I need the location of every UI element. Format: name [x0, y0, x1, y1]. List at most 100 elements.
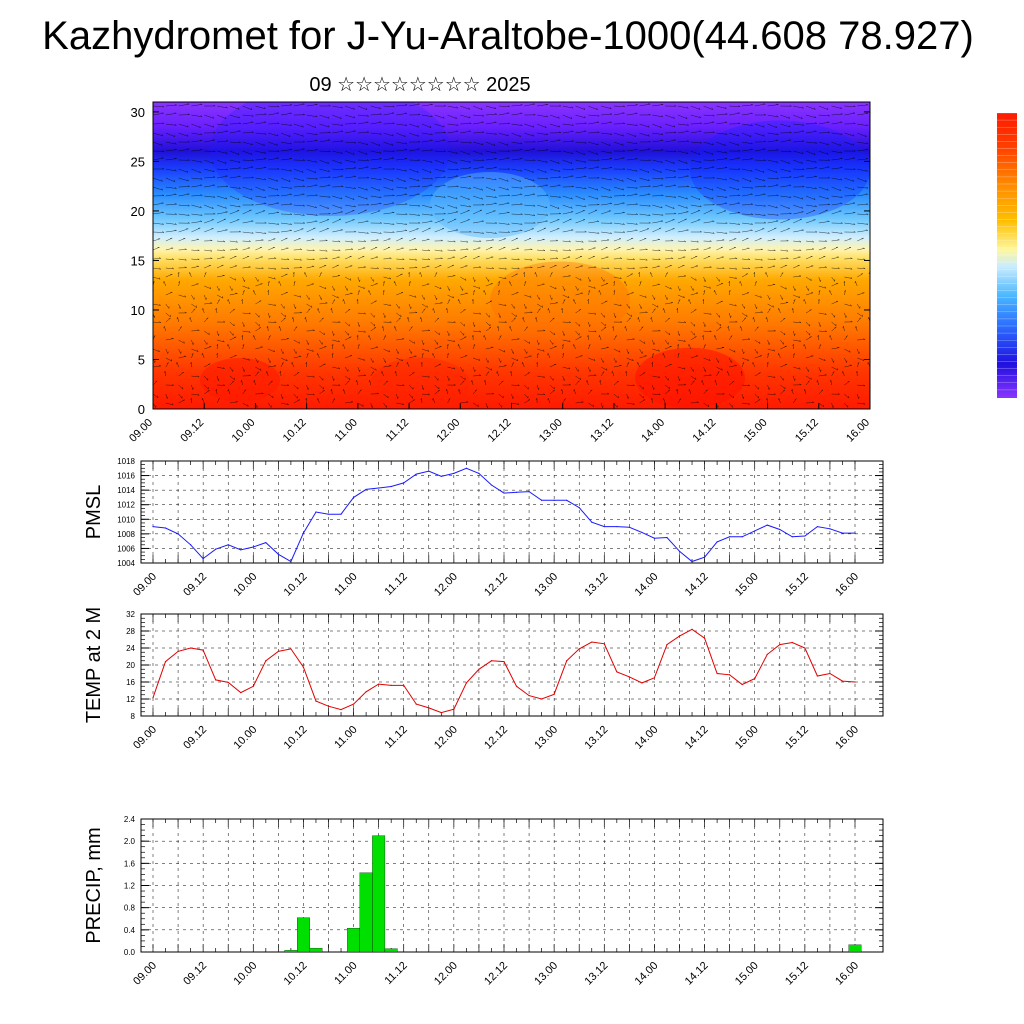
temp-point — [666, 644, 668, 646]
temp-panel: 8 12 16 20 24 28 32 09.00 09.12 10.00 10.12 11.00 11… — [83, 607, 884, 752]
temp-point — [378, 683, 380, 685]
pmsl-point — [553, 499, 555, 501]
precip-bar — [309, 947, 323, 953]
pmsl-point — [327, 513, 330, 515]
temp-point — [829, 672, 831, 675]
x-tick-label: 16.00 — [833, 724, 861, 752]
section-blob — [430, 172, 550, 238]
pmsl-point — [403, 482, 405, 484]
precip-bar — [297, 917, 310, 953]
x-tick-label: 11.00 — [332, 724, 359, 751]
pmsl-point — [854, 532, 856, 534]
pmsl-point — [152, 525, 154, 528]
y-tick-label: 8 — [131, 712, 136, 721]
temp-point — [290, 648, 292, 650]
temp-point — [541, 698, 543, 700]
temp-point — [766, 653, 768, 655]
x-tick-label: 14.00 — [633, 724, 661, 752]
y-tick-label: 1006 — [117, 544, 135, 553]
pmsl-point — [415, 473, 417, 475]
temp-point — [365, 691, 367, 693]
pmsl-point — [240, 549, 242, 551]
pmsl-point — [453, 472, 455, 474]
x-tick-label: 16.00 — [833, 571, 861, 599]
temp-point — [415, 703, 417, 705]
temp-point — [252, 685, 254, 687]
x-tick-label: 09.12 — [181, 960, 209, 988]
y-tick-label: 1014 — [117, 486, 135, 495]
x-tick-label: 10.00 — [230, 417, 258, 445]
temp-point — [528, 695, 530, 697]
temp-point — [202, 649, 204, 651]
pmsl-point — [691, 560, 693, 563]
x-tick-label: 13.12 — [582, 724, 610, 752]
temp-point — [164, 661, 167, 663]
pmsl-point — [666, 536, 668, 539]
temp-point — [729, 674, 731, 676]
x-tick-label: 09.00 — [131, 571, 159, 599]
pmsl-point — [227, 544, 229, 546]
pmsl-grid — [141, 461, 883, 563]
section-blob — [690, 120, 870, 220]
precip-bar — [384, 948, 398, 953]
temp-point — [854, 681, 856, 683]
temp-point — [190, 647, 192, 649]
x-tick-label: 12.00 — [432, 571, 460, 599]
x-tick-label: 10.12 — [282, 960, 310, 988]
temp-point — [515, 685, 518, 687]
x-tick-label: 11.00 — [333, 417, 360, 444]
x-tick-label: 13.12 — [588, 417, 616, 445]
pmsl-point — [302, 532, 305, 534]
x-tick-label: 12.00 — [434, 417, 462, 445]
x-tick-label: 15.12 — [783, 960, 811, 988]
pmsl-point — [653, 537, 656, 539]
y-tick-label: 0.4 — [124, 926, 136, 935]
pmsl-point — [465, 467, 467, 469]
pmsl-point — [190, 544, 192, 546]
x-tick-label: 09.00 — [131, 960, 159, 988]
y-tick-label: 24 — [126, 644, 135, 653]
temp-point — [754, 678, 756, 680]
pmsl-point — [716, 541, 718, 543]
y-tick-label: 1012 — [117, 501, 135, 510]
x-tick-label: 11.12 — [384, 417, 411, 444]
temp-point — [428, 707, 430, 709]
temp-point — [340, 709, 342, 711]
precip-ylabel: PRECIP, mm — [83, 827, 105, 943]
x-tick-label: 09.12 — [181, 571, 209, 599]
temp-point — [816, 675, 818, 677]
y-tick-label: 1010 — [117, 515, 135, 524]
section-field — [153, 102, 870, 409]
temp-grid — [141, 614, 883, 716]
pmsl-point — [378, 487, 380, 489]
temp-point — [227, 681, 229, 684]
precip-bar — [372, 835, 386, 953]
wind-arrows — [153, 103, 870, 408]
x-tick-label: 12.12 — [482, 724, 510, 752]
pmsl-point — [177, 533, 179, 535]
y-tick-label: 2.0 — [124, 837, 136, 846]
pmsl-point — [440, 475, 442, 477]
pmsl-point — [503, 492, 505, 494]
chart-title: Kazhydromet for J-Yu-Araltobe-1000(44.60… — [42, 14, 974, 58]
x-tick-label: 10.12 — [282, 724, 310, 752]
pmsl-point — [478, 472, 480, 474]
temp-point — [352, 703, 355, 705]
colorbar — [997, 112, 1017, 398]
x-tick-label: 16.00 — [833, 960, 861, 988]
x-tick-label: 14.12 — [683, 571, 711, 599]
x-tick-label: 12.12 — [482, 571, 510, 599]
x-tick-label: 09.00 — [127, 417, 155, 445]
y-tick-label: 1.2 — [124, 882, 136, 891]
temp-ylabel: TEMP at 2 M — [83, 607, 105, 723]
temp-point — [741, 683, 743, 686]
section-blob — [200, 358, 280, 402]
temp-point — [779, 644, 781, 646]
x-tick-label: 12.12 — [482, 960, 510, 988]
pmsl-point — [729, 536, 731, 538]
y-tick-label: 1004 — [117, 559, 135, 568]
x-tick-label: 11.12 — [382, 724, 409, 751]
x-tick-label: 11.12 — [382, 571, 409, 598]
y-tick-label: 32 — [126, 610, 135, 619]
temp-point — [691, 628, 693, 630]
